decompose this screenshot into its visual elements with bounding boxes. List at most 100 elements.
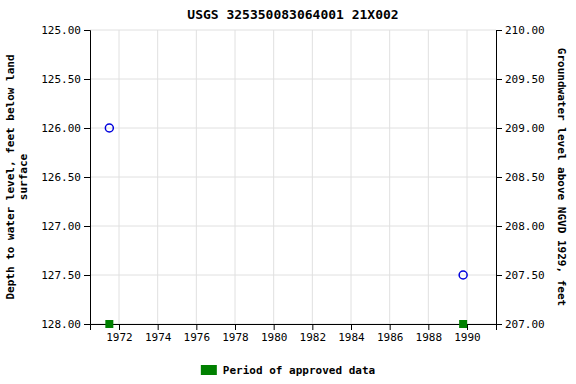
tick-mark bbox=[158, 324, 159, 330]
y-axis-label-line: surface bbox=[17, 153, 30, 200]
tick-label: 208.50 bbox=[505, 171, 545, 184]
y-axis-label-line: Depth to water level, feet below land bbox=[4, 54, 17, 299]
axis-line bbox=[497, 31, 503, 325]
tick-mark bbox=[351, 324, 352, 330]
series bbox=[105, 124, 467, 279]
tick-label: 209.00 bbox=[505, 122, 545, 135]
tick-mark bbox=[312, 324, 313, 330]
tick-mark bbox=[196, 324, 197, 330]
tick: 1986 bbox=[377, 324, 404, 344]
tick-mark bbox=[496, 275, 502, 276]
tick-mark bbox=[496, 128, 502, 129]
tick-label: 126.50 bbox=[41, 171, 81, 184]
tick-mark bbox=[274, 324, 275, 330]
tick-mark bbox=[84, 79, 90, 80]
axis-line bbox=[84, 31, 91, 325]
grid-line bbox=[90, 128, 496, 129]
tick: 127.00 bbox=[41, 220, 90, 233]
square-point bbox=[459, 320, 467, 328]
y-axis-label: Depth to water level, feet below landsur… bbox=[4, 54, 30, 299]
grid-line bbox=[90, 275, 496, 276]
tick-label: 207.50 bbox=[505, 269, 545, 282]
grid bbox=[90, 30, 496, 324]
tick-mark bbox=[496, 226, 502, 227]
tick: 126.50 bbox=[41, 171, 90, 184]
tick-label: 1988 bbox=[416, 331, 443, 344]
tick-mark bbox=[84, 275, 90, 276]
tick-label: 208.00 bbox=[505, 220, 545, 233]
axis-line bbox=[91, 325, 497, 331]
chart: 1972 1974 1976 1978 1980 1982 1984 1986 1988 1990… bbox=[0, 0, 576, 384]
tick: 207.50 bbox=[496, 269, 545, 282]
tick-label: 127.00 bbox=[41, 220, 81, 233]
tick: 1984 bbox=[338, 324, 365, 344]
marks bbox=[105, 124, 467, 328]
tick-label: 1982 bbox=[300, 331, 327, 344]
legend-swatch bbox=[201, 365, 217, 375]
tick-label: 127.50 bbox=[41, 269, 81, 282]
tick-label: 210.00 bbox=[505, 24, 545, 37]
tick-mark bbox=[84, 324, 90, 325]
tick: 209.00 bbox=[496, 122, 545, 135]
tick: 128.00 bbox=[41, 318, 90, 331]
tick-label: 125.50 bbox=[41, 73, 81, 86]
tick-mark bbox=[235, 324, 236, 330]
tick: 209.50 bbox=[496, 73, 545, 86]
tick-mark bbox=[428, 324, 429, 330]
yticks-axis: 125.00 125.50 126.00 126.50 127.00 127.50 128.… bbox=[41, 24, 90, 331]
xticks-axis: 1972 1974 1976 1978 1980 1982 1984 1986 1988 1990 bbox=[91, 324, 497, 344]
grid-line bbox=[90, 177, 496, 178]
square-point bbox=[105, 320, 113, 328]
tick: 208.50 bbox=[496, 171, 545, 184]
point bbox=[459, 271, 467, 279]
tick: 125.50 bbox=[41, 73, 90, 86]
tick-label: 1976 bbox=[184, 331, 211, 344]
tick-label: 1974 bbox=[145, 331, 172, 344]
series bbox=[105, 320, 467, 328]
tick-label: 125.00 bbox=[41, 24, 81, 37]
tick-label: 1972 bbox=[106, 331, 133, 344]
tick-label: 126.00 bbox=[41, 122, 81, 135]
tick-mark bbox=[84, 30, 90, 31]
tick: 1982 bbox=[300, 324, 327, 344]
tick: 1980 bbox=[261, 324, 288, 344]
tick: 207.00 bbox=[496, 318, 545, 331]
tick-label: 1990 bbox=[454, 331, 481, 344]
tick-mark bbox=[467, 324, 468, 330]
tick: 1976 bbox=[184, 324, 211, 344]
tick-label: 1980 bbox=[261, 331, 288, 344]
tick-label: 1986 bbox=[377, 331, 404, 344]
tick-mark bbox=[119, 324, 120, 330]
tick: 210.00 bbox=[496, 24, 545, 37]
tick-mark bbox=[496, 324, 502, 325]
tick-label: 1984 bbox=[338, 331, 365, 344]
grid-line bbox=[90, 79, 496, 80]
legend: Period of approved data bbox=[201, 364, 375, 377]
plot: 1972 1974 1976 1978 1980 1982 1984 1986 1988 1990… bbox=[4, 24, 568, 344]
tick: 126.00 bbox=[41, 122, 90, 135]
grid-line bbox=[90, 226, 496, 227]
tick-label: 207.00 bbox=[505, 318, 545, 331]
grid-line bbox=[90, 30, 496, 31]
tick-mark bbox=[84, 226, 90, 227]
tick-label: 1978 bbox=[222, 331, 249, 344]
tick: 1974 bbox=[145, 324, 172, 344]
y2ticks-axis: 207.00 207.50 208.00 208.50 209.00 209.50 210.… bbox=[496, 24, 545, 331]
tick-mark bbox=[496, 79, 502, 80]
tick-mark bbox=[84, 128, 90, 129]
tick: 1978 bbox=[222, 324, 249, 344]
tick: 125.00 bbox=[41, 24, 90, 37]
point bbox=[105, 124, 113, 132]
tick: 208.00 bbox=[496, 220, 545, 233]
tick-mark bbox=[496, 30, 502, 31]
tick-mark bbox=[496, 177, 502, 178]
y2-axis-label: Groundwater level above NGVD 1929, feet bbox=[555, 48, 568, 306]
title: USGS 325350083064001 21X002 bbox=[187, 7, 398, 22]
tick: 127.50 bbox=[41, 269, 90, 282]
tick-mark bbox=[390, 324, 391, 330]
tick: 1990 bbox=[454, 324, 481, 344]
legend-label: Period of approved data bbox=[223, 364, 375, 377]
tick-label: 128.00 bbox=[41, 318, 81, 331]
tick-mark bbox=[84, 177, 90, 178]
tick-label: 209.50 bbox=[505, 73, 545, 86]
